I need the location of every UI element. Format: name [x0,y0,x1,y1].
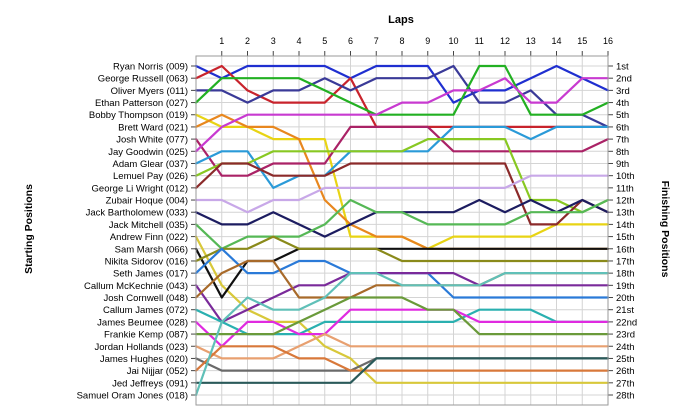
y-left-axis-title: Starting Positions [23,184,35,274]
starting-driver-label: Callum James (072) [103,305,188,316]
driver-position-line [194,308,610,348]
starting-driver-label: James Beumee (028) [97,317,188,328]
finishing-position-label: 28th [616,391,635,402]
starting-driver-label: Jack Bartholomew (033) [86,208,188,219]
starting-driver-label: James Hughes (020) [100,354,188,365]
finishing-position-label: 19th [616,281,635,292]
lap-tick-label: 9 [425,36,430,46]
finishing-position-label: 4th [616,98,629,109]
starting-driver-label: Zubair Hoque (004) [106,196,188,207]
finishing-position-label: 23rd [616,330,635,341]
lap-tick-label: 12 [500,36,510,46]
lap-tick-label: 7 [374,36,379,46]
lap-tick-label: 13 [526,36,536,46]
driver-position-line [194,235,610,384]
finishing-position-label: 26th [616,366,635,377]
starting-driver-label: Jay Goodwin (025) [108,147,188,158]
driver-position-line [194,77,610,153]
driver-position-line [194,235,610,263]
lap-tick-label: 6 [348,36,353,46]
starting-driver-label: Callum McKechnie (043) [84,281,188,292]
finishing-position-label: 11th [616,183,634,194]
lap-tick-label: 10 [448,36,458,46]
starting-driver-label: Samuel Oram Jones (018) [77,391,188,402]
starting-driver-label: Adam Glear (037) [112,159,188,170]
lap-tick-label: 8 [399,36,404,46]
lap-tick-label: 16 [603,36,613,46]
driver-position-line [194,174,610,214]
driver-position-line [194,357,610,384]
plot-frame [195,55,609,406]
finishing-position-label: 2nd [616,74,632,85]
finishing-position-label: 10th [616,171,635,182]
lap-tick-label: 11 [475,36,484,46]
finishing-position-label: 22nd [616,317,637,328]
finishing-position-label: 7th [616,135,629,146]
finishing-position-label: 6th [616,122,629,133]
chart-title: Laps [388,14,414,26]
finishing-position-label: 9th [616,159,629,170]
lap-tick-label: 5 [322,36,327,46]
starting-driver-label: Oliver Myers (011) [111,86,188,97]
finishing-position-label: 8th [616,147,629,158]
starting-driver-label: Jack Mitchell (035) [109,220,188,231]
finishing-position-label: 14th [616,220,635,231]
driver-position-line [194,333,610,360]
starting-driver-label: George Russell (063) [98,74,188,85]
driver-position-line [194,198,610,250]
y-right-axis-title: Finishing Positions [659,181,671,278]
finishing-position-label: 25th [616,354,635,365]
driver-position-line [194,345,610,372]
starting-driver-label: Josh Cornwell (048) [104,293,188,304]
finishing-position-label: 18th [616,269,635,280]
driver-position-line [194,138,610,214]
lap-tick-label: 1 [219,36,224,46]
finishing-position-label: 21st [616,305,634,316]
lap-tick-label: 4 [296,36,301,46]
driver-position-line [194,125,610,177]
finishing-position-label: 16th [616,244,635,255]
starting-driver-label: George Li Wright (012) [92,183,188,194]
finishing-position-label: 17th [616,256,635,267]
finishing-position-label: 27th [616,378,635,389]
driver-position-line [194,162,610,226]
lap-tick-labels: 1 2 3 4 5 6 7 8 9 10 11 12 13 14 15 16 [219,36,613,56]
starting-driver-label: Seth James (017) [113,269,188,280]
finishing-position-label: 3rd [616,86,630,97]
finishing-position-labels: 1st2nd3rd4th5th6th7th8th9th10th11th12th1… [608,62,637,402]
driver-position-line [194,272,610,397]
starting-driver-label: Ethan Patterson (027) [95,98,188,109]
starting-driver-label: Nikita Sidorov (016) [105,256,188,267]
starting-driver-label: Jordan Hollands (023) [95,342,188,353]
finishing-position-label: 12th [616,196,635,207]
finishing-position-label: 1st [616,62,629,73]
lap-tick-label: 15 [577,36,587,46]
finishing-position-label: 24th [616,342,635,353]
starting-driver-label: Bobby Thompson (019) [89,110,188,121]
finishing-position-label: 20th [616,293,635,304]
finishing-position-label: 5th [616,110,629,121]
driver-position-line [194,64,610,104]
driver-series [194,64,610,397]
driver-position-line [194,64,610,116]
lap-tick-label: 2 [245,36,250,46]
finishing-position-label: 13th [616,208,635,219]
lap-tick-label: 14 [551,36,561,46]
starting-position-labels: Ryan Norris (009)George Russell (063)Oli… [77,62,196,402]
starting-driver-label: Jed Jeffreys (091) [112,378,188,389]
starting-driver-label: Sam Marsh (066) [115,244,188,255]
starting-driver-label: Lemuel Pay (026) [113,171,188,182]
starting-driver-label: Brett Ward (021) [118,122,188,133]
starting-driver-label: Josh White (077) [116,135,188,146]
starting-driver-label: Jai Nijjar (052) [127,366,188,377]
finishing-position-label: 15th [616,232,635,243]
driver-position-line [194,64,610,129]
driver-position-line [194,272,610,323]
starting-driver-label: Andrew Finn (022) [110,232,188,243]
starting-driver-label: Ryan Norris (009) [113,62,188,73]
lap-tick-label: 3 [271,36,276,46]
driver-position-line [194,296,610,336]
starting-driver-label: Frankie Kemp (087) [104,330,188,341]
